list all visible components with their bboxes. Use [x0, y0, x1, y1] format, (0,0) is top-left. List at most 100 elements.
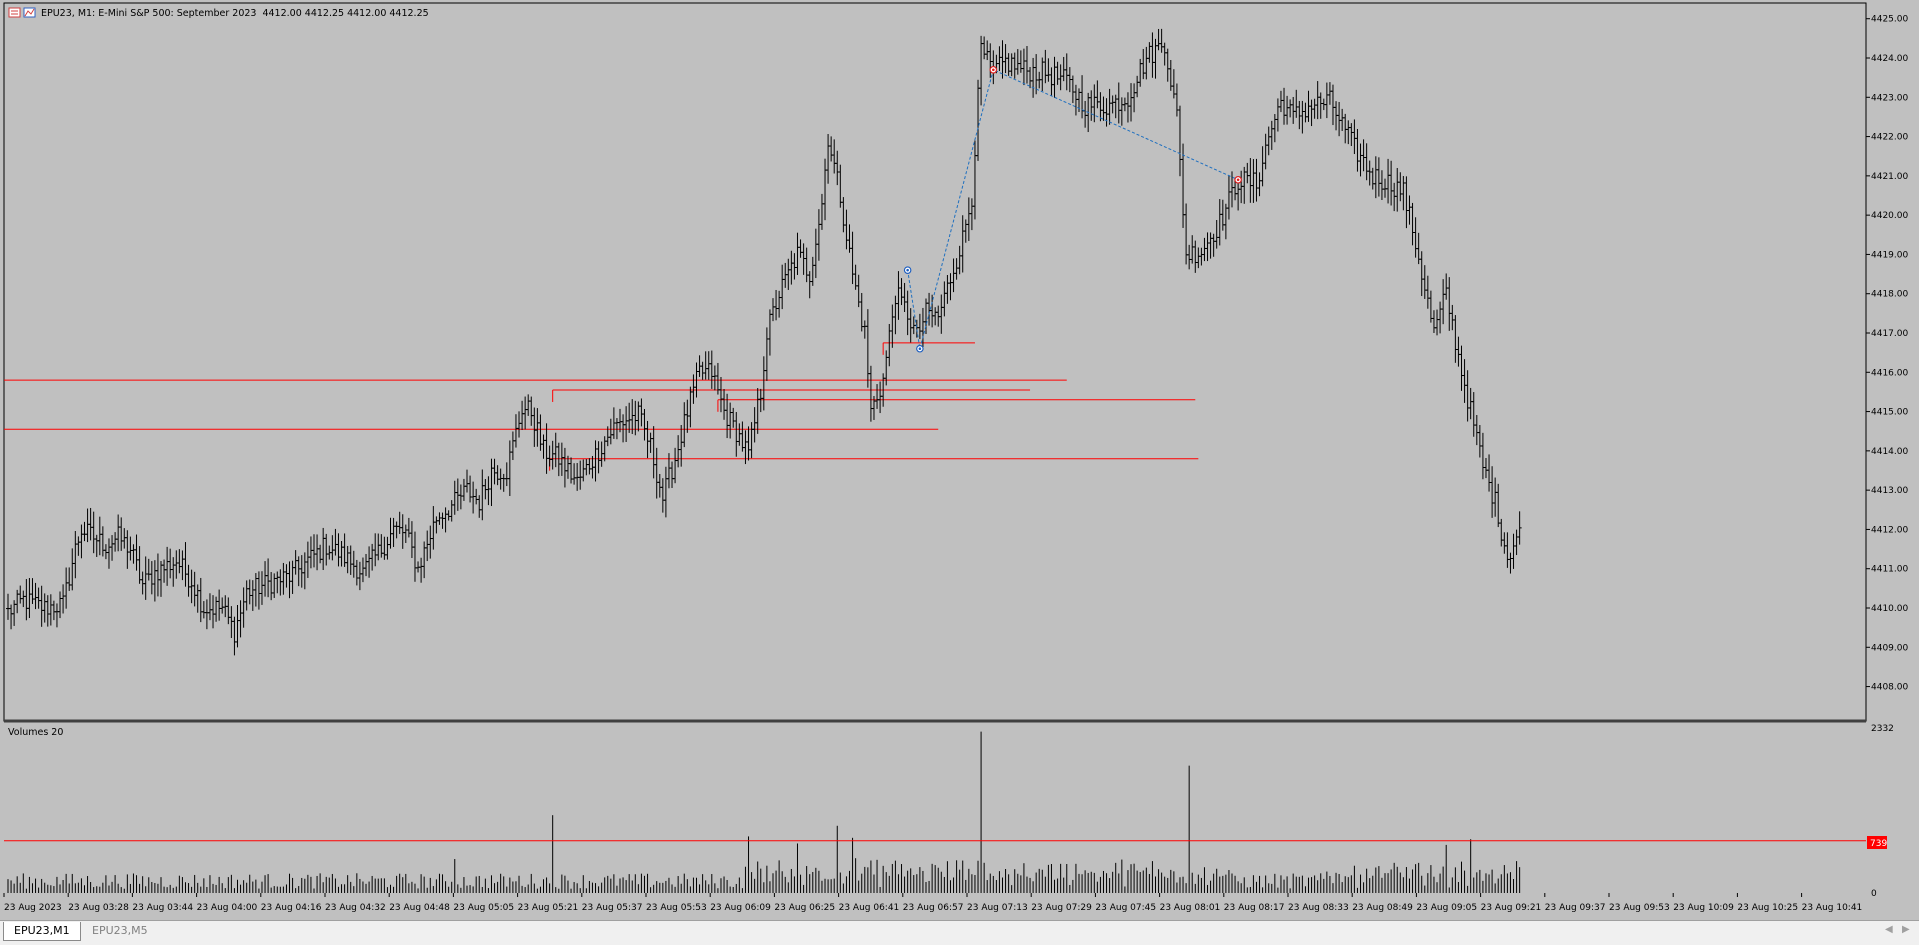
price-bar — [305, 541, 310, 578]
trend-line[interactable] — [907, 69, 1239, 349]
price-bar — [1435, 309, 1440, 336]
price-bar — [385, 536, 390, 560]
price-bar — [1193, 240, 1198, 273]
x-tick-label: 23 Aug 09:21 — [1481, 903, 1542, 913]
price-bar — [152, 560, 157, 602]
price-bar — [1135, 75, 1140, 98]
price-bar — [1024, 46, 1029, 84]
price-bar — [584, 459, 589, 476]
price-bar — [749, 422, 754, 459]
price-bar — [969, 198, 974, 231]
price-bar — [734, 412, 739, 457]
price-bar — [85, 508, 90, 543]
price-bar — [24, 579, 29, 621]
price-bar — [517, 411, 522, 438]
price-bar — [263, 561, 268, 597]
price-bar — [639, 398, 644, 427]
price-bar — [529, 396, 534, 426]
price-bar — [746, 426, 751, 461]
price-bar — [1352, 119, 1357, 155]
x-tick-label: 23 Aug 05:05 — [453, 903, 514, 913]
price-bar — [364, 553, 369, 577]
price-bar — [1107, 88, 1112, 125]
price-bar — [76, 536, 81, 556]
price-bar — [997, 46, 1002, 71]
price-bar — [1337, 101, 1342, 137]
price-bar — [36, 587, 41, 609]
price-bar — [1453, 315, 1458, 363]
price-bar — [73, 531, 78, 579]
price-bar — [330, 535, 335, 561]
price-bar — [731, 407, 736, 428]
price-bar — [299, 555, 304, 588]
price-bar — [556, 442, 561, 477]
price-bar — [939, 294, 944, 334]
tab-scroll-left-icon[interactable]: ◀ — [1885, 924, 1893, 935]
price-bar — [1471, 392, 1476, 437]
price-bar — [1015, 49, 1020, 75]
tab-scroll-right-icon[interactable]: ▶ — [1902, 924, 1910, 935]
price-bar — [443, 507, 448, 533]
price-bar — [1330, 84, 1335, 126]
y-tick-label: 4411.00 — [1871, 565, 1908, 575]
price-bar — [272, 573, 277, 598]
price-bar — [645, 420, 650, 459]
price-bar — [88, 507, 93, 541]
price-bar — [293, 550, 298, 575]
price-bar — [1487, 454, 1492, 492]
price-bar — [832, 139, 837, 174]
price-bar — [1248, 158, 1253, 203]
window-icons[interactable] — [8, 7, 36, 18]
price-bar — [412, 531, 417, 582]
y-tick-label: 4415.00 — [1871, 408, 1908, 418]
y-tick-label: 4419.00 — [1871, 250, 1908, 260]
price-bar — [1438, 301, 1443, 334]
price-bar — [42, 593, 47, 623]
price-bar — [1190, 235, 1195, 264]
price-bar — [798, 239, 803, 258]
price-bar — [725, 393, 730, 439]
price-bar — [1061, 56, 1066, 82]
price-bar — [1294, 89, 1299, 118]
price-bar — [1205, 232, 1210, 262]
price-bar — [682, 402, 687, 448]
price-bar — [893, 295, 898, 335]
price-bar — [201, 601, 206, 619]
price-bar — [1236, 183, 1241, 211]
tab-epu23-m1[interactable]: EPU23,M1 — [3, 922, 81, 941]
price-bar — [51, 600, 56, 621]
y-tick-label: 4413.00 — [1871, 486, 1908, 496]
price-bar — [621, 414, 626, 443]
price-bar — [890, 304, 895, 348]
price-bar — [1122, 97, 1127, 112]
price-bar — [235, 604, 240, 648]
price-bar — [116, 514, 121, 552]
price-bar — [1373, 156, 1378, 199]
price-bar — [1450, 304, 1455, 331]
chart-icon[interactable] — [8, 7, 21, 18]
price-bar — [1282, 87, 1287, 125]
price-bar — [1312, 98, 1317, 119]
price-bar — [64, 567, 69, 609]
price-bar — [673, 447, 678, 484]
price-bar — [819, 193, 824, 230]
price-bar — [1165, 48, 1170, 82]
price-bar — [1275, 98, 1280, 132]
x-tick-label: 23 Aug 10:25 — [1737, 903, 1798, 913]
tab-epu23-m5[interactable]: EPU23,M5 — [92, 924, 148, 937]
x-tick-label: 23 Aug 08:01 — [1160, 903, 1221, 913]
price-bar — [660, 478, 665, 513]
price-bar — [1132, 83, 1137, 113]
chart-canvas[interactable]: 4425.00 4424.00 4423.00 4422.00 4421.00 4420.… — [0, 0, 1919, 920]
price-bar — [1116, 82, 1121, 124]
price-bar — [1309, 99, 1314, 127]
price-bar — [82, 521, 87, 542]
price-bar — [103, 544, 108, 560]
price-bar — [1070, 75, 1075, 104]
price-bar — [229, 606, 234, 639]
price-bar — [504, 462, 509, 487]
price-bar — [1009, 53, 1014, 77]
price-bar — [54, 603, 59, 628]
price-bar — [1468, 387, 1473, 420]
y-tick-label: 4425.00 — [1871, 15, 1908, 25]
